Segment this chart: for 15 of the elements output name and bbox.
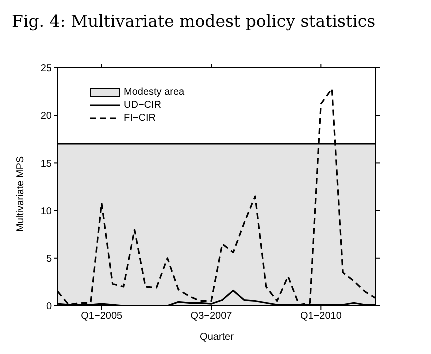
- legend-label: Modesty area: [124, 86, 185, 99]
- chart-title: Fig. 4: Multivariate modest policy statistics: [11, 11, 377, 33]
- y-axis-title: Multivariate MPS: [16, 156, 27, 232]
- legend-label: FI−CIR: [124, 112, 156, 125]
- y-tick-label: 15: [40, 158, 52, 170]
- y-tick-label: 25: [40, 64, 52, 75]
- y-tick-label: 5: [46, 254, 52, 265]
- x-axis-title: Quarter: [200, 332, 235, 343]
- x-tick-label: Q1−2005: [81, 311, 124, 322]
- legend-label: UD−CIR: [124, 99, 162, 112]
- y-tick-label: 0: [46, 302, 52, 313]
- x-tick-label: Q1−2010: [300, 311, 342, 322]
- y-tick-label: 20: [40, 111, 52, 122]
- x-tick-label: Q3−2007: [190, 311, 233, 322]
- y-tick-label: 10: [40, 206, 52, 218]
